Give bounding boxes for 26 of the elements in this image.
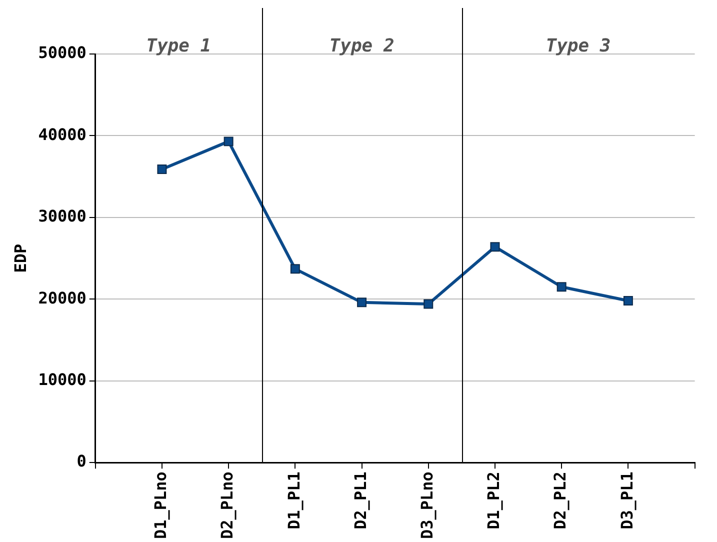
x-tick-label: D1_PL2 (484, 472, 504, 530)
y-tick-label: 50000 (38, 43, 86, 62)
x-tick-label: D3_PL1 (617, 472, 636, 530)
y-tick-label: 0 (76, 452, 86, 471)
point (490, 242, 500, 252)
y-tick-label: 20000 (38, 288, 86, 308)
point (157, 164, 167, 174)
point (623, 296, 633, 306)
x-tick-label: D2_PLno (218, 472, 237, 540)
x-tick-label: D1_PLno (151, 472, 170, 540)
annotation: Type 3 (546, 36, 611, 57)
x-tick-label: D2_PL2 (550, 472, 570, 530)
point (290, 264, 300, 274)
y-tick-label: 40000 (38, 124, 86, 144)
annotation: Type 2 (329, 36, 394, 57)
x-tick-label: D1_PL1 (284, 472, 304, 530)
point (556, 282, 566, 292)
x-tick-label: D3_PLno (418, 472, 437, 540)
point (224, 136, 234, 146)
y-axis-title: EDP (10, 244, 30, 273)
x-tick-label: D2_PL1 (350, 472, 370, 530)
annotation: Type 1 (146, 36, 212, 57)
point (424, 299, 434, 309)
y-tick-label: 10000 (38, 370, 86, 390)
point (357, 298, 367, 308)
y-tick-label: 30000 (38, 206, 86, 226)
